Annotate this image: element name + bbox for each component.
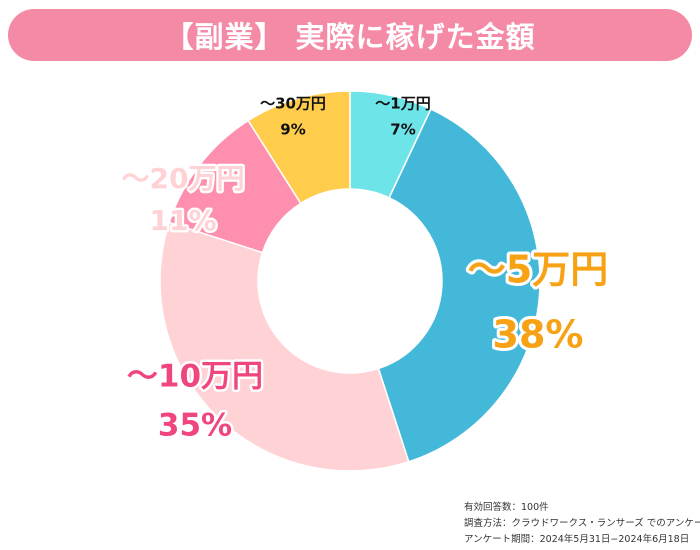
footnote-method: 調査方法：クラウドワークス・ランサーズ でのアンケート [464, 518, 700, 529]
footnote-respondents: 有効回答数：100件 [464, 502, 549, 513]
footnotes: 有効回答数：100件 調査方法：クラウドワークス・ランサーズ でのアンケート ア… [464, 500, 700, 548]
slice-2 [159, 221, 410, 472]
footnote-period: アンケート期間：2024年5月31日−2024年6月18日 [464, 534, 690, 545]
chart-title: 【副業】 実際に稼げた金額 [164, 20, 536, 54]
slice-percent-3: 11% [149, 204, 216, 237]
slice-label-1: 〜5万円 [468, 248, 608, 292]
slice-label-0: 〜1万円 [375, 95, 430, 113]
slice-percent-4: 9% [280, 121, 305, 139]
slice-4 [247, 90, 351, 205]
slice-label-2: 〜10万円 [127, 359, 263, 395]
slice-label-3: 〜20万円 [122, 162, 245, 195]
slice-percent-0: 7% [390, 121, 415, 139]
slice-percent-1: 38% [493, 313, 584, 357]
slice-1 [377, 108, 541, 463]
title-banner: 【副業】 実際に稼げた金額 [8, 9, 692, 61]
slice-percent-2: 35% [158, 408, 232, 444]
slice-label-4: 〜30万円 [260, 95, 326, 113]
